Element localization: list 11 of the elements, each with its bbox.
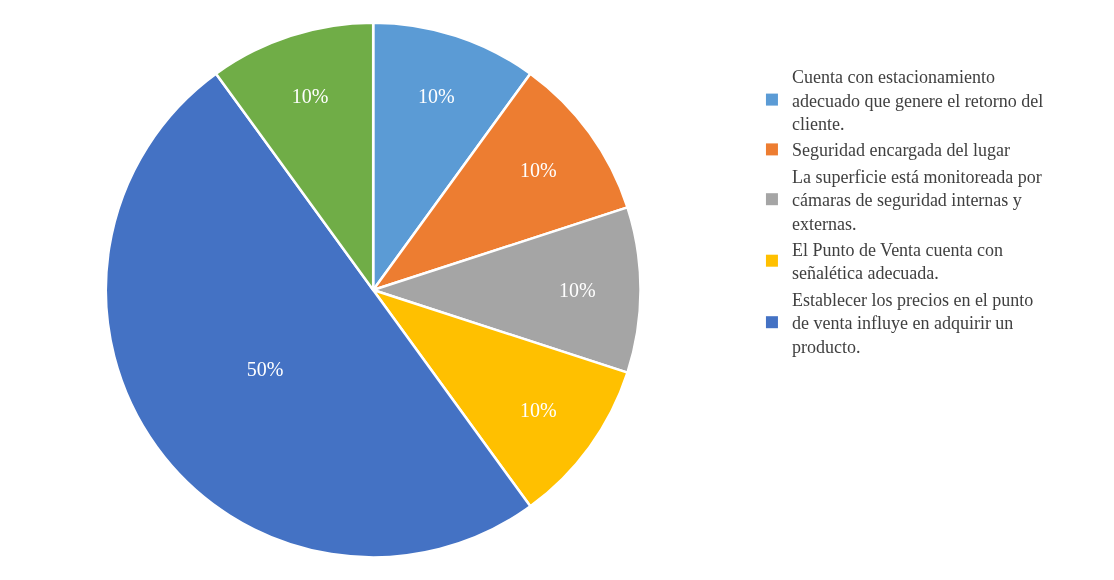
data-label: 50% [246, 357, 284, 380]
legend-label: La superficie está monitoreada por cámaras de seguridad internas y externas. [791, 166, 1042, 234]
data-label: 10% [291, 84, 329, 107]
data-label: 10% [520, 158, 557, 181]
data-label: 10% [559, 279, 596, 301]
legend-label: Establecer los precios en el punto de venta influye en adquirir un producto. [791, 289, 1034, 357]
data-label: 10% [417, 84, 455, 107]
data-label: 10% [520, 399, 557, 422]
legend-label: Seguridad encargada del lugar [791, 140, 1011, 161]
legend-label: Cuenta con estacionamiento adecuado que genere el retorno del cliente. [791, 67, 1044, 135]
legend-label: El Punto de Venta cuenta con señalética adecuada. [791, 240, 1004, 284]
